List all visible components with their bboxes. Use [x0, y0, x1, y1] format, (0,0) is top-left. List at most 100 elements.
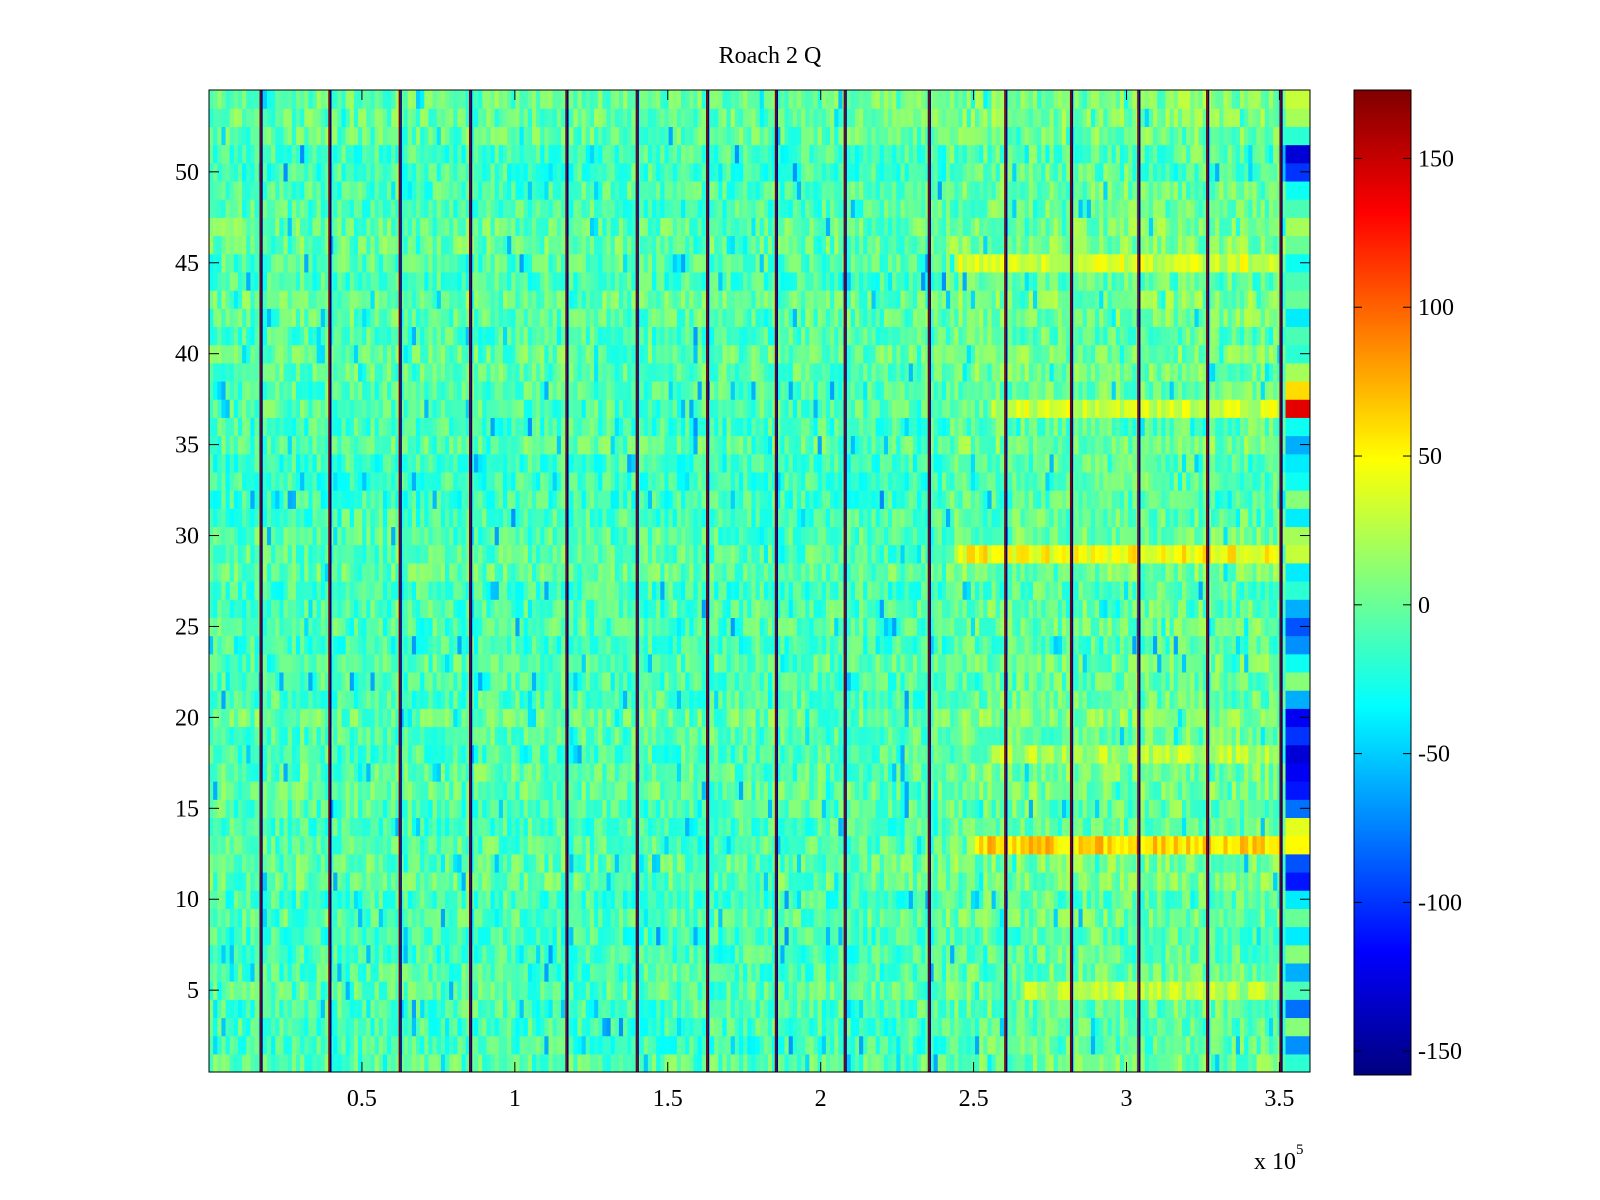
heatmap-cell [1119, 908, 1125, 928]
heatmap-edge-cell [1285, 926, 1310, 946]
heatmap-cell [445, 726, 450, 746]
heatmap-cell [486, 835, 492, 855]
heatmap-cell [900, 1035, 906, 1055]
heatmap-cell [420, 835, 425, 855]
heatmap-cell [358, 817, 363, 837]
heatmap-cell [283, 708, 289, 728]
heatmap-cell [304, 981, 309, 1000]
heatmap-cell [515, 744, 521, 764]
heatmap-cell [929, 853, 935, 873]
heatmap-cell [1281, 1017, 1287, 1037]
heatmap-cell [995, 981, 1001, 1000]
heatmap-cell [1115, 871, 1121, 891]
heatmap-cell [552, 1053, 558, 1073]
heatmap-cell [875, 962, 881, 982]
heatmap-cell [1032, 835, 1038, 855]
heatmap-cell [933, 890, 939, 909]
heatmap-cell [478, 781, 483, 800]
heatmap-cell [1107, 1035, 1113, 1055]
heatmap-cell [1037, 835, 1042, 855]
heatmap-cell [254, 853, 260, 873]
heatmap-cell [854, 853, 860, 873]
heatmap-cell [999, 962, 1005, 982]
heatmap-cell [519, 817, 525, 837]
heatmap-cell [1281, 817, 1287, 837]
heatmap-cell [954, 1017, 960, 1037]
heatmap-cell [391, 781, 396, 800]
heatmap-cell [689, 799, 695, 819]
heatmap-cell [1020, 890, 1026, 909]
heatmap-cell [606, 744, 612, 764]
heatmap-cell [407, 762, 413, 782]
heatmap-cell [693, 890, 699, 909]
heatmap-cell [900, 908, 906, 928]
heatmap-cell [523, 871, 529, 891]
heatmap-cell [1045, 817, 1051, 837]
heatmap-cell [618, 908, 624, 928]
heatmap-cell [262, 908, 268, 928]
heatmap-cell [403, 981, 409, 1000]
heatmap-cell [266, 944, 272, 964]
heatmap-cell [548, 926, 554, 946]
heatmap-cell [411, 962, 417, 982]
heatmap-cell [875, 871, 881, 891]
heatmap-cell [271, 762, 276, 782]
heatmap-cell [407, 908, 413, 928]
heatmap-cell [1256, 981, 1262, 1000]
heatmap-cell [676, 817, 682, 837]
heatmap-cell [962, 962, 968, 982]
heatmap-cell [863, 1017, 868, 1037]
heatmap-cell [242, 999, 247, 1019]
heatmap-cell [349, 908, 355, 928]
heatmap-cell [1140, 890, 1146, 909]
heatmap-cell [1252, 944, 1258, 964]
heatmap-cell [283, 817, 289, 837]
heatmap-cell [246, 981, 251, 1000]
heatmap-cell [275, 762, 280, 782]
heatmap-cell [1153, 1035, 1158, 1055]
heatmap-cell [1012, 1017, 1017, 1037]
heatmap-cell [221, 762, 227, 782]
heatmap-cell [428, 817, 434, 837]
heatmap-cell [1264, 962, 1270, 982]
heatmap-cell [1078, 1053, 1084, 1073]
heatmap-cell [453, 926, 459, 946]
heatmap-cell [502, 762, 508, 782]
heatmap-cell [1256, 799, 1262, 819]
heatmap-cell [660, 890, 666, 909]
heatmap-cell [718, 944, 724, 964]
heatmap-cell [631, 890, 637, 909]
heatmap-cell [1140, 744, 1146, 764]
heatmap-cell [738, 871, 744, 891]
heatmap-cell [639, 781, 645, 800]
heatmap-cell [411, 726, 417, 746]
heatmap-cells [209, 90, 1310, 1073]
heatmap-cell [904, 799, 910, 819]
heatmap-cell [1041, 726, 1046, 746]
heatmap-cell [312, 962, 318, 982]
heatmap-cell [1045, 835, 1051, 855]
heatmap-cell [623, 1017, 628, 1037]
heatmap-cell [830, 1017, 835, 1037]
heatmap-cell [1140, 926, 1146, 946]
heatmap-cell [1061, 853, 1067, 873]
heatmap-cell [929, 817, 935, 837]
heatmap-cell [962, 835, 968, 855]
heatmap-cell [614, 799, 620, 819]
heatmap-cell [308, 944, 314, 964]
heatmap-cell [507, 817, 512, 837]
heatmap-cell [494, 890, 500, 909]
heatmap-cell [668, 890, 674, 909]
heatmap-cell [1268, 999, 1274, 1019]
heatmap-cell [416, 981, 421, 1000]
heatmap-cell [1124, 781, 1129, 800]
heatmap-cell [672, 981, 678, 1000]
heatmap-cell [585, 871, 591, 891]
heatmap-cell [1119, 962, 1125, 982]
heatmap-cell [888, 817, 893, 837]
heatmap-cell [428, 999, 434, 1019]
heatmap-cell [867, 944, 873, 964]
heatmap-cell [461, 999, 467, 1019]
heatmap-cell [867, 926, 873, 946]
heatmap-cell [1264, 762, 1270, 782]
